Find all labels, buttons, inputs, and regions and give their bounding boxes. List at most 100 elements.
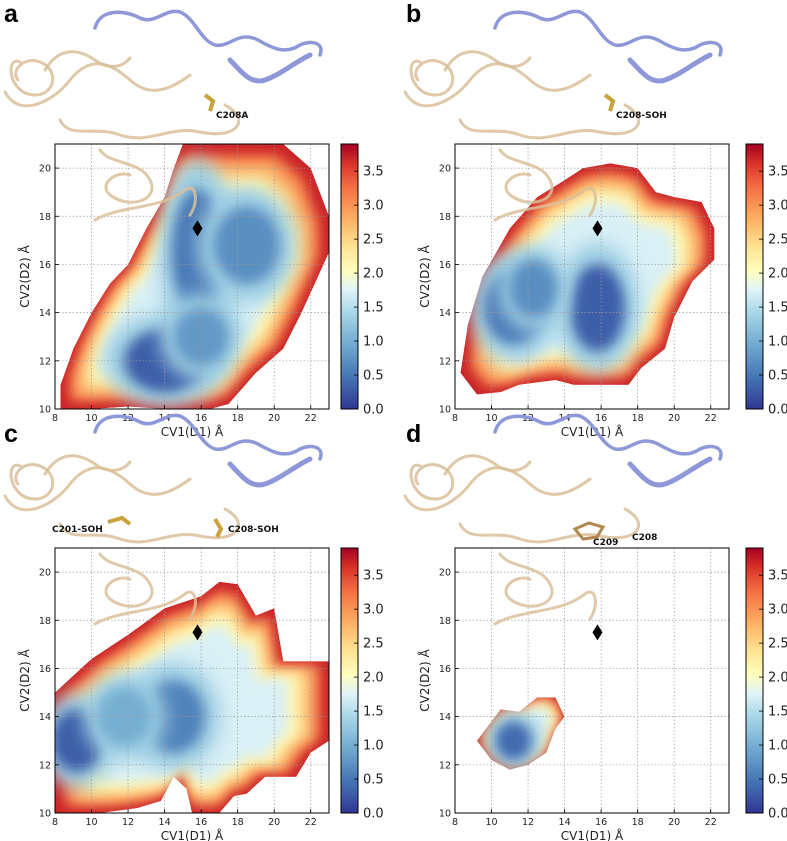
x-tick-label: 22 (305, 817, 317, 828)
colorbar-tick-label: 3.0 (768, 199, 787, 214)
x-tick-label: 18 (232, 817, 244, 828)
y-tick-label: 18 (39, 212, 51, 223)
y-tick-label: 18 (39, 616, 51, 627)
backbone-loop (98, 148, 154, 204)
colorbar-tick-label: 3.5 (363, 569, 384, 584)
y-tick-label: 16 (39, 664, 51, 675)
y-tick-label: 18 (439, 616, 451, 627)
backbone-loop (409, 463, 455, 501)
backbone-loop (3, 466, 192, 512)
x-tick-label: 14 (159, 817, 171, 828)
residue-label: C208A (216, 111, 248, 121)
y-axis-label: CV2(D2) Å (417, 648, 432, 711)
x-tick-label: 20 (668, 817, 680, 828)
colorbar-tick-label: 0.0 (768, 807, 787, 822)
backbone-loop (403, 62, 592, 108)
residue-label: C209 (593, 538, 618, 548)
panel-letter: a (4, 0, 19, 28)
residue-label: C208 (632, 533, 657, 543)
x-tick-label: 20 (268, 817, 280, 828)
y-tick-label: 14 (39, 308, 51, 319)
backbone-loop (403, 466, 592, 512)
colorbar-tick-label: 0.0 (768, 403, 787, 418)
y-tick-label: 14 (39, 712, 51, 723)
y-tick-label: 16 (439, 260, 451, 271)
protein-structure-b: C208-SOH (403, 9, 723, 222)
highlighted-helix (627, 456, 713, 488)
colorbar-tick-label: 3.0 (363, 199, 384, 214)
y-tick-label: 20 (39, 568, 51, 579)
y-tick-label: 20 (439, 164, 451, 175)
x-tick-label: 22 (705, 817, 717, 828)
panel-letter: b (406, 0, 421, 28)
colorbar-tick-label: 0.0 (363, 807, 384, 822)
backbone-loop (93, 186, 197, 222)
colorbar (745, 547, 764, 814)
colorbar (340, 143, 359, 410)
reference-marker (192, 624, 203, 641)
y-axis-label: CV2(D2) Å (17, 648, 32, 711)
x-tick-label: 8 (452, 413, 458, 424)
colorbar-tick-label: 2.5 (768, 637, 787, 652)
backbone-loop (409, 59, 455, 97)
y-tick-label: 14 (439, 712, 451, 723)
y-tick-label: 10 (39, 405, 51, 416)
residue-stick (572, 521, 606, 541)
x-axis-label: CV1(D1) Å (161, 828, 224, 841)
reference-marker (592, 220, 603, 237)
x-tick-label: 12 (122, 817, 134, 828)
y-tick-label: 20 (39, 164, 51, 175)
x-tick-label: 18 (232, 413, 244, 424)
colorbar-tick-label: 1.0 (768, 739, 787, 754)
x-tick-label: 16 (595, 413, 607, 424)
x-tick-label: 10 (85, 413, 97, 424)
residue-label: C208-SOH (616, 111, 667, 121)
highlighted-helix (227, 456, 313, 488)
backbone-loop (58, 103, 241, 140)
x-tick-label: 18 (632, 817, 644, 828)
panel-letter: c (4, 420, 18, 448)
protein-structure-c: C201-SOH C208-SOH (3, 413, 323, 626)
energy-landscape (55, 581, 329, 813)
highlighted-loop (493, 413, 723, 461)
x-tick-label: 20 (668, 413, 680, 424)
protein-structure-d: C209 C208 (403, 413, 723, 626)
colorbar-tick-label: 3.0 (363, 603, 384, 618)
x-tick-label: 10 (485, 413, 497, 424)
backbone-loop (498, 148, 554, 204)
colorbar-tick-label: 2.0 (363, 267, 384, 282)
x-tick-label: 16 (595, 817, 607, 828)
protein-structure-a: C208A (3, 9, 323, 222)
plot-frame (54, 547, 330, 814)
colorbar-tick-label: 1.5 (768, 705, 787, 720)
residue-stick (213, 517, 224, 538)
highlighted-helix (227, 52, 313, 84)
colorbar-tick-label: 1.5 (363, 705, 384, 720)
energy-landscape (460, 163, 715, 395)
colorbar-tick-label: 0.5 (363, 369, 384, 384)
colorbar-tick-label: 1.5 (768, 301, 787, 316)
colorbar-tick-label: 2.0 (768, 671, 787, 686)
y-tick-label: 20 (439, 568, 451, 579)
y-tick-label: 12 (39, 356, 51, 367)
y-tick-label: 12 (439, 760, 451, 771)
colorbar (340, 547, 359, 814)
x-tick-label: 10 (485, 817, 497, 828)
y-tick-label: 10 (39, 809, 51, 820)
residue-stick (203, 93, 216, 112)
backbone-loop (98, 552, 154, 608)
y-tick-label: 16 (439, 664, 451, 675)
colorbar (745, 143, 764, 410)
energy-landscape (476, 697, 565, 770)
backbone-loop (43, 50, 132, 72)
residue-label: C201-SOH (52, 525, 103, 535)
colorbar-tick-label: 2.0 (768, 267, 787, 282)
colorbar-tick-label: 0.0 (363, 403, 384, 418)
backbone-loop (493, 590, 597, 626)
y-tick-label: 12 (39, 760, 51, 771)
colorbar-tick-label: 2.0 (363, 671, 384, 686)
panel-letter: d (406, 420, 421, 448)
residue-label: C208-SOH (228, 525, 279, 535)
y-tick-label: 14 (439, 308, 451, 319)
